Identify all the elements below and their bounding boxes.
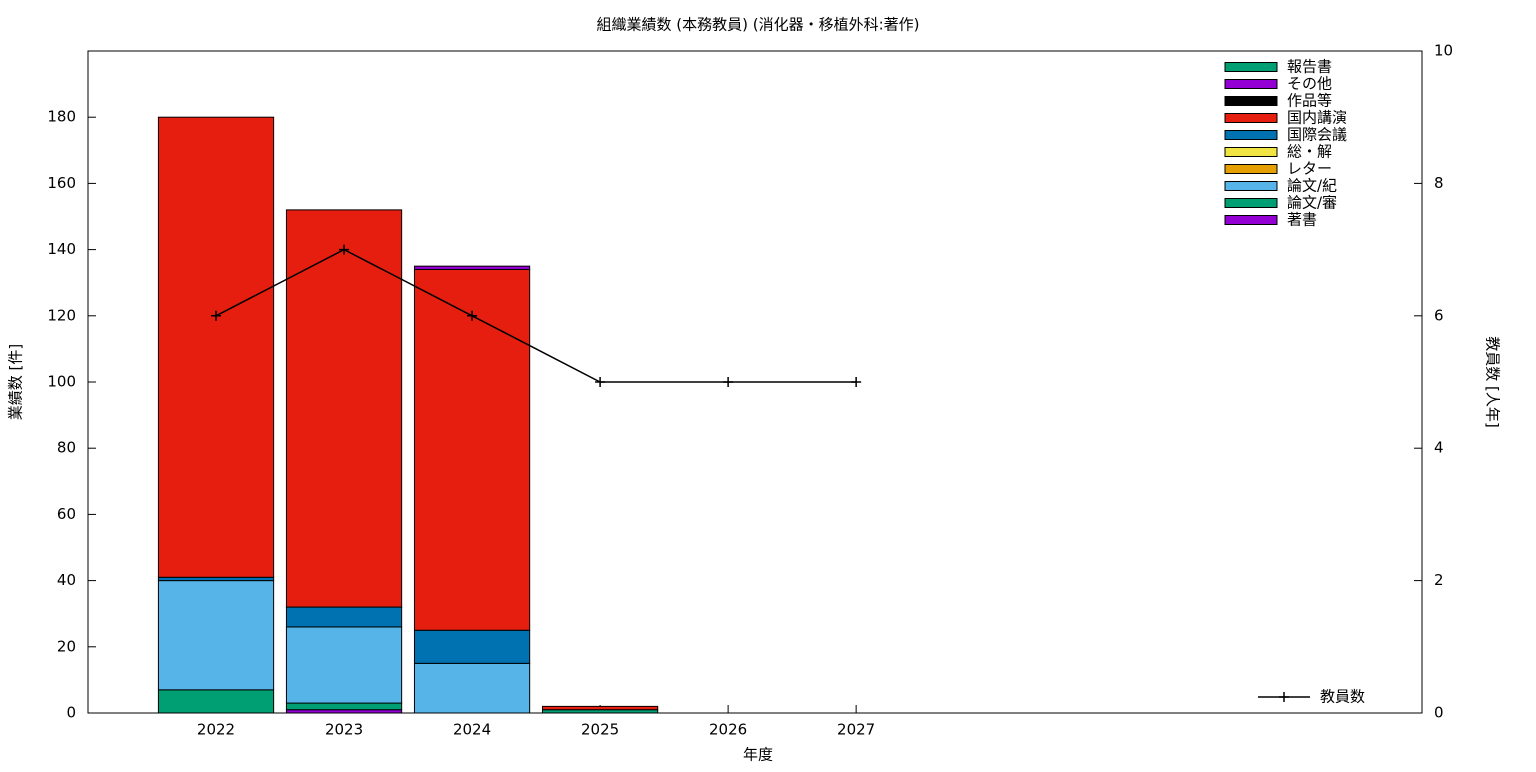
point-marker: [723, 377, 734, 387]
y-tick-label: 20: [57, 637, 76, 655]
y-tick-label: 0: [66, 704, 76, 722]
chart-title: 組織業績数 (本務教員) (消化器・移植外科:著作): [596, 16, 919, 34]
legend-label: 作品等: [1287, 92, 1332, 110]
bar-segment: [157, 116, 275, 578]
bar-segment: [285, 626, 403, 704]
y-tick-label: 40: [57, 571, 76, 589]
legend-label: 総・解: [1287, 143, 1332, 161]
legend-label: レター: [1287, 160, 1332, 178]
legend-swatch: [1224, 198, 1278, 208]
legend-swatch: [1224, 113, 1278, 123]
y2-tick-label: 4: [1434, 439, 1444, 457]
legend-swatch: [1224, 79, 1278, 89]
y2-tick-label: 6: [1434, 306, 1444, 324]
x-tick-label: 2025: [581, 721, 619, 739]
point-marker: [339, 244, 350, 255]
y-tick-label: 80: [57, 439, 76, 457]
y-tick-label: 100: [47, 373, 76, 391]
x-tick-label: 2027: [837, 721, 875, 739]
legend-swatch: [1224, 164, 1278, 174]
point-marker: [851, 377, 862, 387]
bar-segment: [157, 580, 275, 691]
legend-swatch: [1224, 62, 1278, 72]
y-tick-label: 160: [47, 174, 76, 192]
legend-label: 教員数: [1320, 688, 1365, 706]
bar-segment: [413, 662, 531, 714]
line: [215, 248, 857, 383]
legend-label: 論文/審: [1287, 194, 1337, 212]
point-marker: [595, 377, 606, 387]
y-tick-label: 140: [47, 240, 76, 258]
bar-segment: [413, 268, 531, 631]
legend-label: 論文/紀: [1287, 177, 1337, 195]
legend-swatch: [1224, 130, 1278, 140]
y2-tick-label: 0: [1434, 704, 1444, 722]
y-tick-label: 60: [57, 505, 76, 523]
plot-frame: [87, 50, 1423, 714]
legend-label: 著書: [1287, 211, 1317, 229]
bar-segment: [285, 209, 403, 608]
x-axis-label: 年度: [743, 746, 773, 764]
legend-swatch: [1224, 215, 1278, 225]
x-tick-label: 2024: [453, 721, 491, 739]
bar-segment: [157, 689, 275, 714]
x-tick-label: 2023: [325, 721, 363, 739]
legend-marker: [1279, 692, 1289, 702]
y2-tick-label: 2: [1434, 571, 1444, 589]
y2-axis-label: 教員数 [人年]: [1484, 336, 1502, 427]
bar-segment: [541, 705, 659, 711]
y2-tick-label: 10: [1434, 42, 1453, 60]
x-tick-label: 2022: [197, 721, 235, 739]
bar-segment: [285, 606, 403, 628]
point-marker: [467, 310, 478, 321]
bar-segment: [285, 702, 403, 711]
legend-label: その他: [1287, 75, 1332, 93]
legend-swatch: [1224, 96, 1278, 106]
y2-tick-label: 8: [1434, 174, 1444, 192]
legend-label: 国際会議: [1287, 126, 1347, 144]
point-marker: [211, 310, 222, 321]
bar-segment: [413, 629, 531, 664]
legend-swatch: [1224, 181, 1278, 191]
y-tick-label: 120: [47, 306, 76, 324]
x-tick-label: 2026: [709, 721, 747, 739]
y-axis-label: 業績数 [件]: [7, 344, 25, 420]
legend-label: 国内講演: [1287, 109, 1347, 127]
legend-label: 報告書: [1287, 58, 1332, 76]
legend-swatch: [1224, 147, 1278, 157]
bar-segment: [413, 265, 531, 270]
y-tick-label: 180: [47, 108, 76, 126]
